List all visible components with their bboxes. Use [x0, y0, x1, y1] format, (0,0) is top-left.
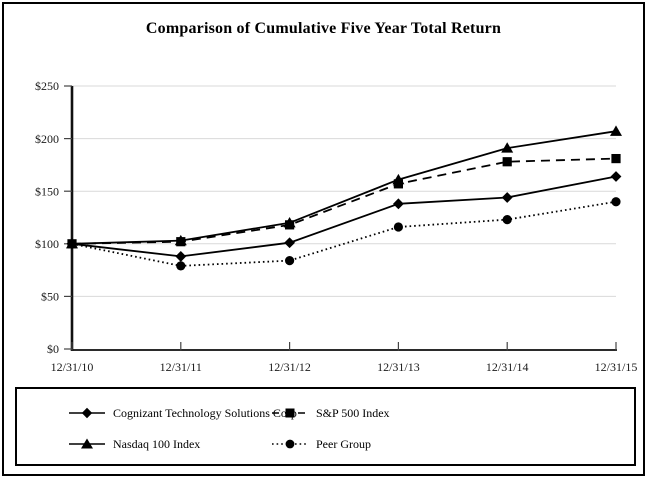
legend-item-sp500: S&P 500 Index	[272, 405, 390, 421]
axes	[70, 86, 617, 351]
x-axis-tick-label: 12/31/10	[51, 360, 94, 374]
legend-item-nasdaq: Nasdaq 100 Index	[69, 436, 200, 452]
x-tick-labels: 12/31/10 12/31/11 12/31/12 12/31/13 12/31/14…	[51, 342, 638, 374]
legend-sample-dotted-circle-icon	[272, 439, 308, 449]
y-axis-tick-label: $0	[47, 342, 59, 356]
y-axis-tick-label: $200	[35, 132, 59, 146]
x-axis-tick-label: 12/31/14	[486, 360, 529, 374]
y-axis-tick-label: $250	[35, 79, 59, 93]
series-s-p-500-index-markers	[67, 153, 621, 249]
chart-title: Comparison of Cumulative Five Year Total…	[145, 20, 502, 37]
x-axis-tick-label: 12/31/11	[160, 360, 202, 374]
y-gridlines	[72, 85, 616, 297]
series-peer-group	[67, 197, 621, 271]
y-axis-tick-label: $100	[35, 237, 59, 251]
legend-label-cognizant: Cognizant Technology Solutions Corp	[113, 405, 297, 420]
legend-sample-dashed-square-icon	[272, 408, 308, 418]
y-axis-tick-label: $150	[35, 184, 59, 198]
series-s-p-500-index	[67, 153, 621, 249]
x-axis-tick-label: 12/31/15	[595, 360, 638, 374]
legend-item-cognizant: Cognizant Technology Solutions Corp	[69, 405, 297, 421]
legend-label-nasdaq: Nasdaq 100 Index	[113, 436, 201, 451]
y-axis-tick-label: $50	[41, 290, 59, 304]
legend-sample-solid-triangle-icon	[69, 438, 105, 449]
chart-legend: Cognizant Technology Solutions Corp S&P …	[15, 387, 636, 466]
y-tick-labels: $0 $50 $100 $150 $200 $250	[35, 79, 72, 356]
legend-item-peer: Peer Group	[272, 436, 371, 452]
chart-frame: Comparison of Cumulative Five Year Total…	[2, 2, 645, 476]
series-cognizant-technology-solutions-corp-markers	[66, 171, 622, 262]
x-axis-tick-label: 12/31/12	[268, 360, 311, 374]
series-cognizant-technology-solutions-corp	[66, 171, 622, 262]
legend-sample-solid-diamond-icon	[69, 407, 105, 419]
series-nasdaq-100-index	[66, 125, 622, 249]
legend-label-peer: Peer Group	[316, 436, 371, 451]
series-peer-group-markers	[67, 197, 621, 271]
legend-label-sp500: S&P 500 Index	[316, 405, 390, 420]
x-axis-tick-label: 12/31/13	[377, 360, 420, 374]
